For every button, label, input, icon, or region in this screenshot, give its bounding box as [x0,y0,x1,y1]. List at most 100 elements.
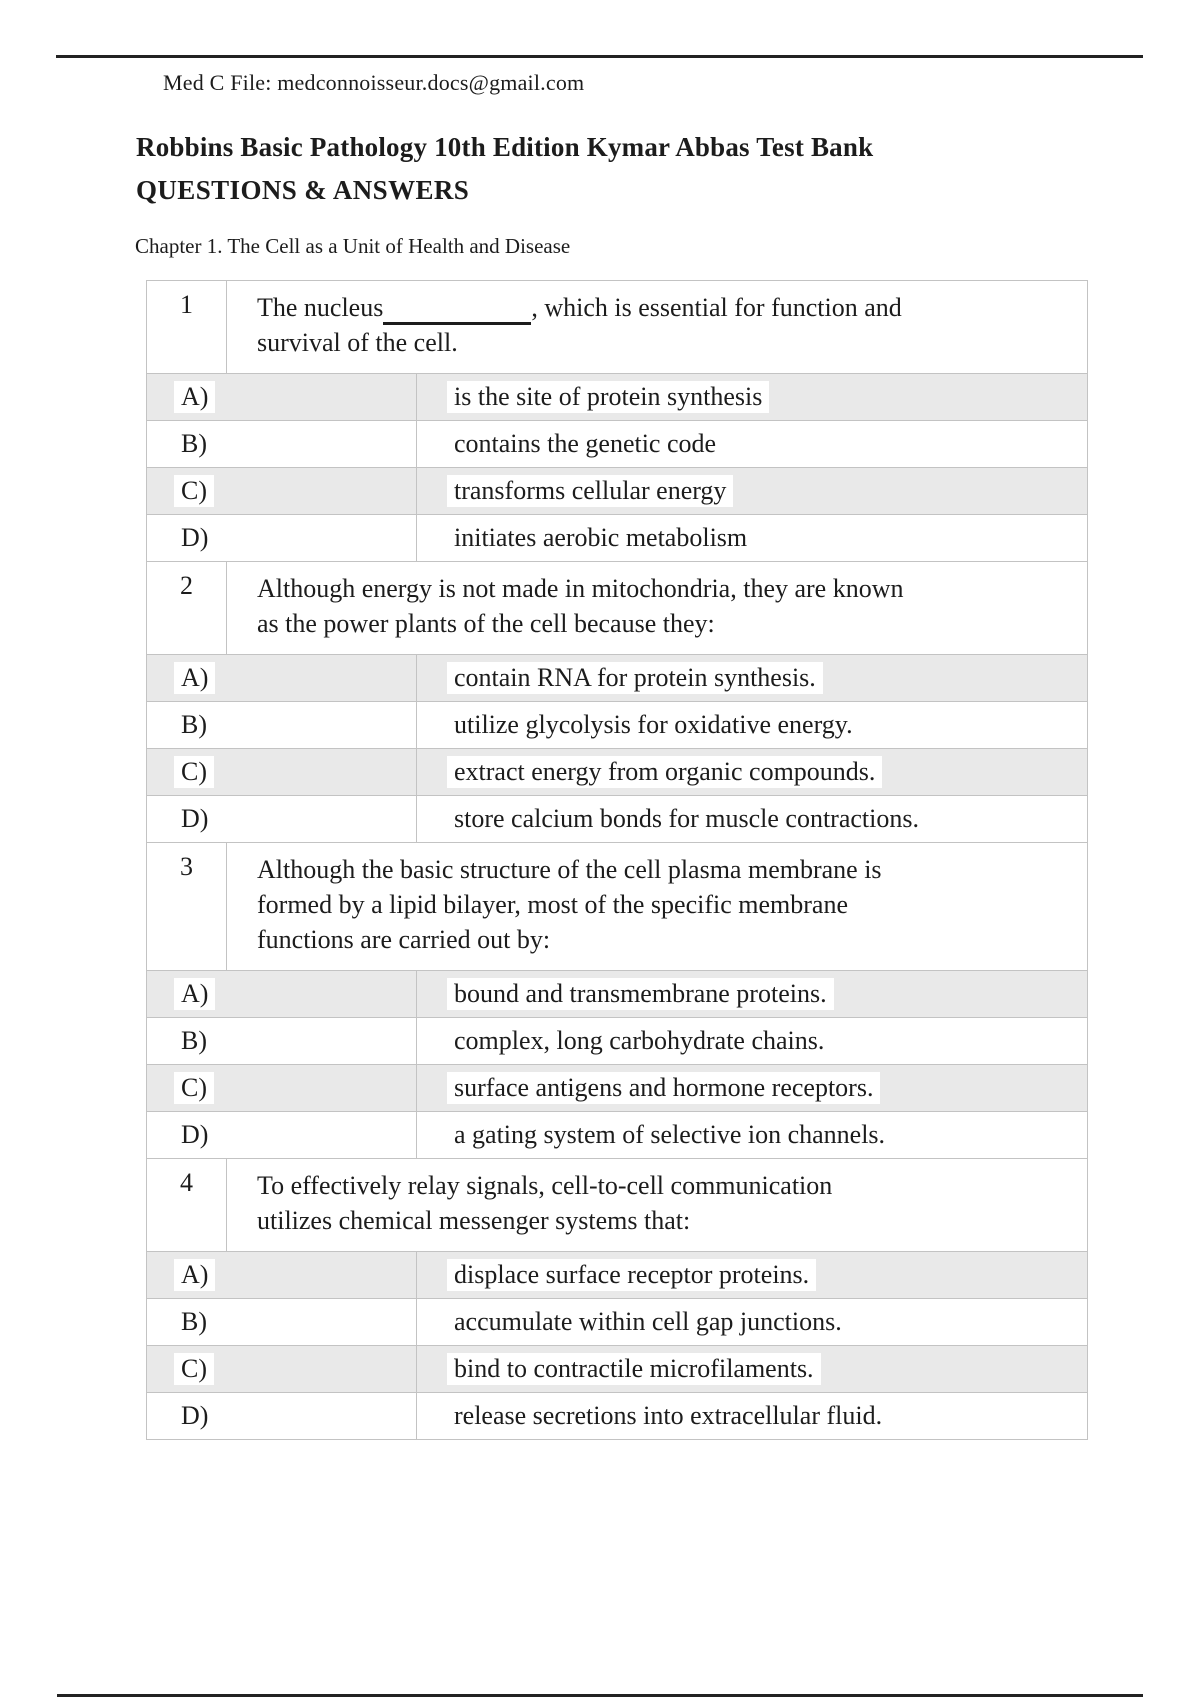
option-letter: B) [174,709,214,741]
option-letter-cell: D) [147,1112,417,1158]
option-text: surface antigens and hormone receptors. [447,1072,881,1104]
option-letter-cell: B) [147,702,417,748]
option-letter-cell: D) [147,1393,417,1439]
option-letter: D) [174,1400,216,1432]
option-text-cell: contain RNA for protein synthesis. [417,655,1087,701]
option-row: A) is the site of protein synthesis [147,374,1087,421]
question-row: 2 Although energy is not made in mitocho… [147,562,1087,655]
document-subtitle: QUESTIONS & ANSWERS [136,175,470,205]
option-text-cell: contains the genetic code [417,421,1087,467]
option-text: contain RNA for protein synthesis. [447,662,823,694]
question-number: 2 [147,562,227,654]
option-text-cell: a gating system of selective ion channel… [417,1112,1087,1158]
option-text: is the site of protein synthesis [447,381,770,413]
option-row: C) surface antigens and hormone receptor… [147,1065,1087,1112]
option-letter: C) [174,1353,214,1385]
question-text: The nucleus, which is essential for func… [227,281,1087,373]
option-text: accumulate within cell gap junctions. [447,1306,849,1338]
option-text: store calcium bonds for muscle contracti… [447,803,926,835]
option-text-cell: initiates aerobic metabolism [417,515,1087,561]
bottom-rule [57,1694,1143,1697]
question-number: 3 [147,843,227,970]
document-title: Robbins Basic Pathology 10th Edition Kym… [136,132,874,162]
question-row: 3 Although the basic structure of the ce… [147,843,1087,971]
question-text-before: Although energy is not made in mitochond… [257,574,904,638]
option-row: A) contain RNA for protein synthesis. [147,655,1087,702]
option-row: A) displace surface receptor proteins. [147,1252,1087,1299]
option-row: B) complex, long carbohydrate chains. [147,1018,1087,1065]
option-letter-cell: B) [147,1018,417,1064]
option-letter-cell: B) [147,1299,417,1345]
option-letter: D) [174,522,216,554]
file-header-note: Med C File: medconnoisseur.docs@gmail.co… [163,70,585,95]
question-text-before: The nucleus [257,293,384,322]
option-row: C) transforms cellular energy [147,468,1087,515]
option-letter: D) [174,803,216,835]
option-letter: B) [174,1306,214,1338]
question-text-before: Although the basic structure of the cell… [257,855,882,954]
option-text-cell: transforms cellular energy [417,468,1087,514]
option-row: C) bind to contractile microfilaments. [147,1346,1087,1393]
top-rule [56,55,1143,58]
question-row: 1 The nucleus, which is essential for fu… [147,281,1087,374]
option-letter: B) [174,1025,214,1057]
option-text-cell: bind to contractile microfilaments. [417,1346,1087,1392]
option-letter-cell: A) [147,374,417,420]
question-text-before: To effectively relay signals, cell-to-ce… [257,1171,833,1235]
chapter-heading: Chapter 1. The Cell as a Unit of Health … [135,234,571,258]
option-letter-cell: C) [147,1346,417,1392]
option-text: complex, long carbohydrate chains. [447,1025,832,1057]
option-row: D) a gating system of selective ion chan… [147,1112,1087,1159]
option-text-cell: complex, long carbohydrate chains. [417,1018,1087,1064]
option-text: bound and transmembrane proteins. [447,978,834,1010]
option-text-cell: bound and transmembrane proteins. [417,971,1087,1017]
option-text: contains the genetic code [447,428,724,460]
option-letter-cell: D) [147,796,417,842]
option-letter-cell: C) [147,468,417,514]
option-text-cell: store calcium bonds for muscle contracti… [417,796,1087,842]
option-letter: D) [174,1119,216,1151]
option-letter: B) [174,428,214,460]
option-letter-cell: C) [147,1065,417,1111]
option-text-cell: displace surface receptor proteins. [417,1252,1087,1298]
question-row: 4 To effectively relay signals, cell-to-… [147,1159,1087,1252]
option-text-cell: accumulate within cell gap junctions. [417,1299,1087,1345]
option-text: utilize glycolysis for oxidative energy. [447,709,860,741]
option-text: transforms cellular energy [447,475,734,507]
option-row: D) store calcium bonds for muscle contra… [147,796,1087,843]
question-text: To effectively relay signals, cell-to-ce… [227,1159,1087,1251]
option-letter-cell: A) [147,1252,417,1298]
option-row: B) accumulate within cell gap junctions. [147,1299,1087,1346]
option-row: D) release secretions into extracellular… [147,1393,1087,1440]
option-text: extract energy from organic compounds. [447,756,883,788]
option-text: a gating system of selective ion channel… [447,1119,893,1151]
question-number: 4 [147,1159,227,1251]
option-text-cell: is the site of protein synthesis [417,374,1087,420]
option-letter: C) [174,475,214,507]
question-text: Although energy is not made in mitochond… [227,562,1087,654]
option-letter: A) [174,381,216,413]
option-text: bind to contractile microfilaments. [447,1353,821,1385]
option-text-cell: extract energy from organic compounds. [417,749,1087,795]
option-letter: C) [174,756,214,788]
option-letter-cell: C) [147,749,417,795]
question-number: 1 [147,281,227,373]
option-row: A) bound and transmembrane proteins. [147,971,1087,1018]
option-row: B) contains the genetic code [147,421,1087,468]
question-table: 1 The nucleus, which is essential for fu… [146,280,1088,1440]
option-text-cell: utilize glycolysis for oxidative energy. [417,702,1087,748]
question-text: Although the basic structure of the cell… [227,843,1087,970]
option-text-cell: surface antigens and hormone receptors. [417,1065,1087,1111]
option-row: B) utilize glycolysis for oxidative ener… [147,702,1087,749]
option-letter: C) [174,1072,214,1104]
option-text: displace surface receptor proteins. [447,1259,817,1291]
question-text-after: , which is essential for function and su… [257,293,902,357]
option-row: D) initiates aerobic metabolism [147,515,1087,562]
option-text: initiates aerobic metabolism [447,522,755,554]
option-letter-cell: B) [147,421,417,467]
option-row: C) extract energy from organic compounds… [147,749,1087,796]
option-text-cell: release secretions into extracellular fl… [417,1393,1087,1439]
option-letter-cell: A) [147,971,417,1017]
option-letter-cell: D) [147,515,417,561]
